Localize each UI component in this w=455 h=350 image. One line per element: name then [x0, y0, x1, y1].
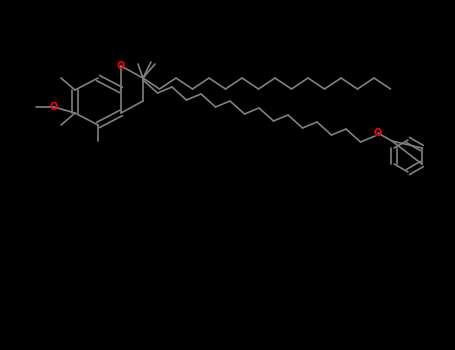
- Text: O: O: [117, 61, 125, 71]
- Text: O: O: [374, 128, 382, 138]
- Text: O: O: [50, 102, 58, 112]
